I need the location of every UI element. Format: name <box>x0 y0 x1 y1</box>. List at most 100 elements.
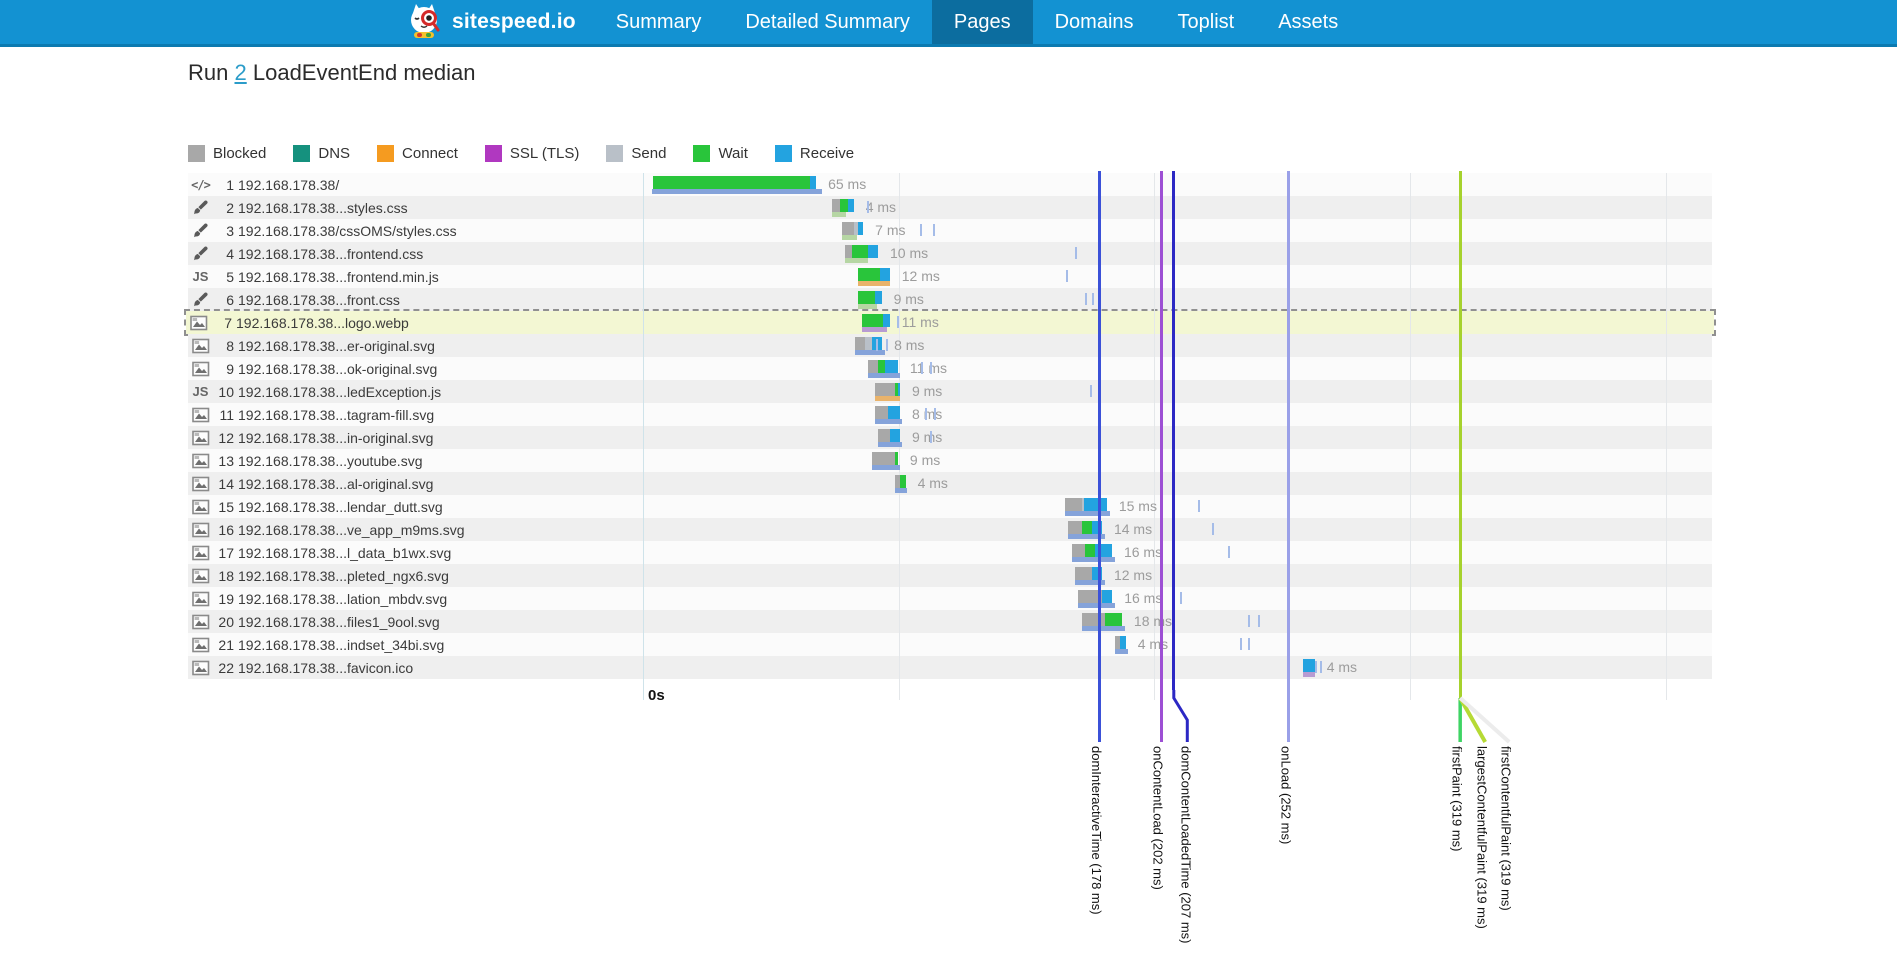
bar-segment-send <box>865 337 873 350</box>
request-row[interactable]: 6 192.168.178.38...front.css <box>188 288 1712 311</box>
legend-item-receive: Receive <box>774 145 855 162</box>
request-url[interactable]: 192.168.178.38...lation_mbdv.svg <box>238 590 448 607</box>
request-number: 20 <box>218 613 234 630</box>
bar-segment-receive <box>872 337 883 350</box>
request-url[interactable]: 192.168.178.38...pleted_ngx6.svg <box>238 567 449 584</box>
request-row[interactable]: 16 192.168.178.38...ve_app_m9ms.svg <box>188 518 1712 541</box>
request-bar[interactable] <box>832 199 854 212</box>
request-url[interactable]: 192.168.178.38...ledException.js <box>238 383 442 400</box>
request-bar[interactable] <box>1075 567 1102 580</box>
bar-segment-blocked <box>874 406 888 419</box>
request-row[interactable]: 20 192.168.178.38...files1_9ool.svg <box>188 610 1712 633</box>
request-number: 17 <box>218 544 234 561</box>
request-bar[interactable] <box>845 245 878 258</box>
request-bar[interactable] <box>868 360 898 373</box>
request-bar[interactable] <box>1302 659 1315 672</box>
run-link[interactable]: 2 <box>234 60 247 85</box>
request-url[interactable]: 192.168.178.38...ve_app_m9ms.svg <box>238 521 465 538</box>
nav-item-summary[interactable]: Summary <box>615 11 702 33</box>
request-bar[interactable] <box>1067 521 1102 534</box>
request-bar[interactable] <box>855 337 883 350</box>
request-row[interactable]: 13 192.168.178.38...youtube.svg <box>188 449 1712 472</box>
app-logo[interactable]: sitespeed.io <box>403 2 576 42</box>
request-url[interactable]: 192.168.178.38...ok-original.svg <box>238 360 438 377</box>
request-bar[interactable] <box>874 406 900 419</box>
request-row[interactable]: 21 192.168.178.38...indset_34bi.svg <box>188 633 1712 656</box>
nav-item-assets[interactable]: Assets <box>1278 11 1339 33</box>
request-number: 22 <box>218 659 234 676</box>
legend-label-blocked: Blocked <box>213 145 267 162</box>
nav-item-pages[interactable]: Pages <box>931 0 1033 44</box>
request-url[interactable]: 192.168.178.38...youtube.svg <box>238 452 423 469</box>
bar-segment-wait <box>1085 544 1096 557</box>
request-url[interactable]: 192.168.178.38...indset_34bi.svg <box>238 636 445 653</box>
request-url[interactable]: 192.168.178.38...lendar_dutt.svg <box>238 498 443 515</box>
nav-item-domains[interactable]: Domains <box>1054 11 1134 33</box>
legend-label-receive: Receive <box>799 145 855 162</box>
request-row[interactable]: 8 192.168.178.38...er-original.svg <box>188 334 1712 357</box>
request-bar[interactable] <box>1115 636 1126 649</box>
request-row[interactable]: 12 192.168.178.38...in-original.svg <box>188 426 1712 449</box>
request-row[interactable]: </> 1 192.168.178.38/ <box>188 173 1712 196</box>
request-bar[interactable] <box>653 176 817 189</box>
request-bar[interactable] <box>857 291 882 304</box>
request-url[interactable]: 192.168.178.38...files1_9ool.svg <box>238 613 440 630</box>
request-row[interactable]: 11 192.168.178.38...tagram-fill.svg <box>188 403 1712 426</box>
legend-item-dns: DNS <box>293 145 350 162</box>
bar-segment-receive <box>1102 590 1113 603</box>
request-row[interactable]: 2 192.168.178.38...styles.css <box>188 196 1712 219</box>
request-bar[interactable] <box>1072 544 1112 557</box>
nav-item-toplist[interactable]: Toplist <box>1177 11 1235 33</box>
request-url[interactable]: 192.168.178.38/cssOMS/styles.css <box>238 222 457 239</box>
legend-item-connect: Connect <box>377 145 458 162</box>
request-row[interactable]: 15 192.168.178.38...lendar_dutt.svg <box>188 495 1712 518</box>
bar-segment-receive <box>884 360 898 373</box>
request-number: 6 <box>226 291 234 308</box>
legend-swatch-receive <box>774 145 792 162</box>
request-bar[interactable] <box>894 475 906 488</box>
bar-segment-wait <box>877 360 885 373</box>
bar-segment-blocked <box>894 475 900 488</box>
request-url[interactable]: 192.168.178.38...frontend.min.js <box>238 268 439 285</box>
request-url[interactable]: 192.168.178.38...styles.css <box>238 199 408 216</box>
request-row[interactable]: JS 10 192.168.178.38...ledException.js <box>188 380 1712 403</box>
request-number: 12 <box>218 429 234 446</box>
request-url[interactable]: 192.168.178.38...logo.webp <box>236 314 409 331</box>
request-bar[interactable] <box>871 452 898 465</box>
request-row[interactable]: 14 192.168.178.38...al-original.svg <box>188 472 1712 495</box>
request-row[interactable]: 17 192.168.178.38...l_data_b1wx.svg <box>188 541 1712 564</box>
request-row[interactable]: 4 192.168.178.38...frontend.css <box>188 242 1712 265</box>
legend-label-dns: DNS <box>318 145 351 162</box>
request-bar[interactable] <box>861 314 890 327</box>
request-bar[interactable] <box>1082 613 1122 626</box>
request-row[interactable]: 9 192.168.178.38...ok-original.svg <box>188 357 1712 380</box>
image-icon <box>190 613 211 630</box>
request-row[interactable]: 19 192.168.178.38...lation_mbdv.svg <box>188 587 1712 610</box>
image-icon <box>190 452 211 469</box>
image-icon <box>190 544 211 561</box>
request-url[interactable]: 192.168.178.38...in-original.svg <box>238 429 434 446</box>
request-bar[interactable] <box>1078 590 1113 603</box>
nav-item-detailed-summary[interactable]: Detailed Summary <box>745 11 910 33</box>
request-url[interactable]: 192.168.178.38...l_data_b1wx.svg <box>238 544 452 561</box>
request-url[interactable]: 192.168.178.38/ <box>238 176 340 193</box>
request-url[interactable]: 192.168.178.38...front.css <box>238 291 400 308</box>
request-url[interactable]: 192.168.178.38...al-original.svg <box>238 475 434 492</box>
request-url[interactable]: 192.168.178.38...favicon.ico <box>238 659 414 676</box>
request-bar[interactable] <box>1064 498 1107 511</box>
request-row[interactable]: 18 192.168.178.38...pleted_ngx6.svg <box>188 564 1712 587</box>
request-row-highlighted[interactable]: 7 192.168.178.38...logo.webp <box>184 309 1716 336</box>
bar-segment-blocked <box>1115 636 1121 649</box>
request-url[interactable]: 192.168.178.38...er-original.svg <box>238 337 435 354</box>
request-bar[interactable] <box>877 429 900 442</box>
request-row[interactable]: JS 5 192.168.178.38...frontend.min.js <box>188 265 1712 288</box>
request-row[interactable]: 22 192.168.178.38...favicon.ico <box>188 656 1712 679</box>
request-row[interactable]: 3 192.168.178.38/cssOMS/styles.css <box>188 219 1712 242</box>
request-bar[interactable] <box>874 383 900 396</box>
waterfall-legend: Blocked DNS Connect SSL (TLS) Send Wait Receiv… <box>188 145 881 162</box>
request-bar[interactable] <box>857 268 890 281</box>
request-url[interactable]: 192.168.178.38...tagram-fill.svg <box>238 406 435 423</box>
css-brush-icon <box>190 222 211 239</box>
request-bar[interactable] <box>842 222 864 235</box>
request-url[interactable]: 192.168.178.38...frontend.css <box>238 245 424 262</box>
